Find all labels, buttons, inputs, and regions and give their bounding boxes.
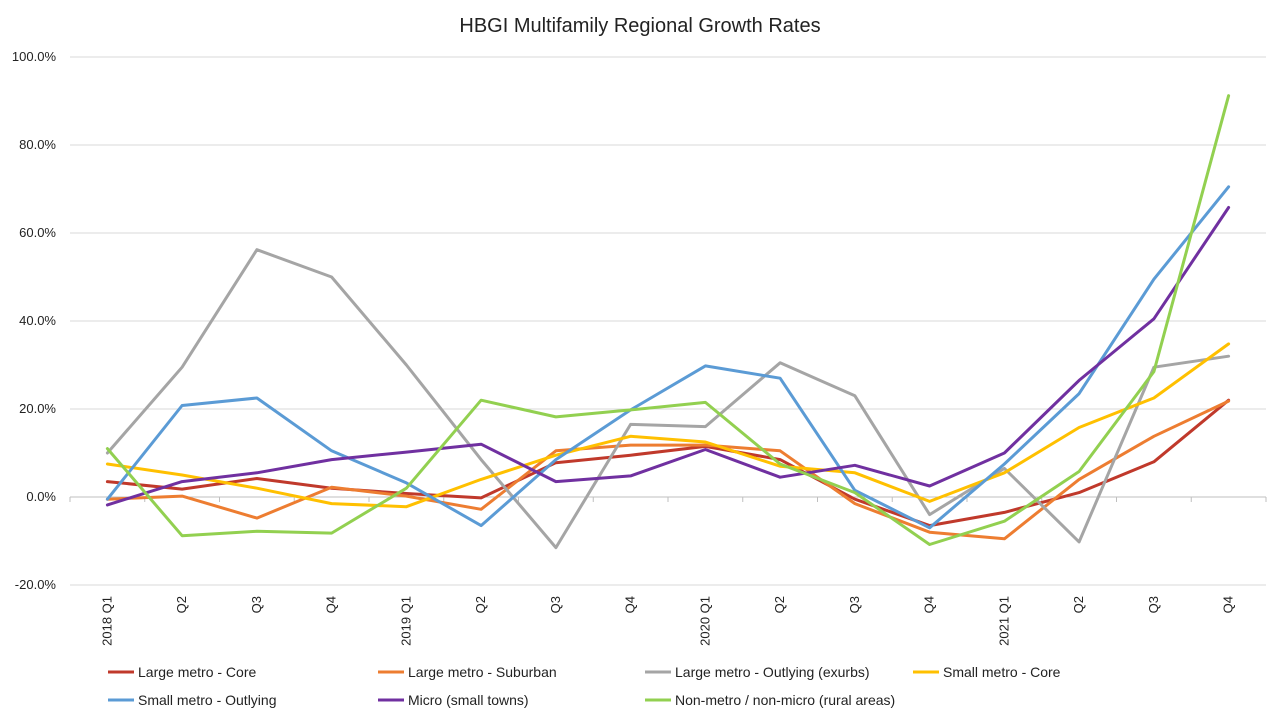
series-line-5 (105, 185, 1231, 530)
x-tick-label: 2021 Q1 (996, 596, 1011, 646)
x-tick-label: Q4 (1221, 596, 1236, 613)
y-axis-ticks: -20.0% 0.0% 20.0% 40.0% 60.0% 80.0% 100.0% (12, 49, 57, 592)
x-tick-label: Q4 (324, 596, 339, 613)
x-tick-label: 2020 Q1 (697, 596, 712, 646)
x-tick-label: Q2 (772, 596, 787, 613)
chart-title: HBGI Multifamily Regional Growth Rates (459, 15, 820, 37)
y-tick-label: -20.0% (15, 577, 57, 592)
y-tick-label: 40.0% (19, 313, 56, 328)
series-line-4 (105, 342, 1231, 509)
y-tick-label: 80.0% (19, 137, 56, 152)
legend-label: Large metro - Core (138, 664, 256, 680)
x-tick-label: Q3 (249, 596, 264, 613)
x-tick-label: Q3 (847, 596, 862, 613)
legend-label: Small metro - Outlying (138, 692, 276, 708)
series-line-3 (105, 248, 1231, 550)
y-tick-label: 100.0% (12, 49, 57, 64)
x-tick-label: Q3 (1146, 596, 1161, 613)
series-line-1 (105, 398, 1231, 528)
legend-label: Small metro - Core (943, 664, 1061, 680)
legend-label: Large metro - Outlying (exurbs) (675, 664, 870, 680)
x-tick-label: Q4 (922, 596, 937, 613)
x-axis-ticks: 2018 Q1 Q2 Q3 Q4 2019 Q1 Q2 Q3 Q4 2020 Q1 Q2 Q3 Q4 2… (69, 497, 1267, 646)
legend-label: Non-metro / non-micro (rural areas) (675, 692, 895, 708)
x-tick-label: Q3 (548, 596, 563, 613)
series-lines (105, 94, 1231, 550)
legend: Large metro - Core Large metro - Suburban… (108, 664, 1061, 708)
y-tick-label: 20.0% (19, 401, 56, 416)
x-tick-label: Q2 (1071, 596, 1086, 613)
series-line-6 (105, 206, 1231, 507)
x-tick-label: Q2 (174, 596, 189, 613)
series-line-2 (105, 399, 1231, 541)
legend-label: Large metro - Suburban (408, 664, 557, 680)
y-tick-label: 0.0% (26, 489, 56, 504)
x-tick-label: Q2 (473, 596, 488, 613)
legend-label: Micro (small towns) (408, 692, 529, 708)
series-line-7 (105, 94, 1231, 546)
x-tick-label: 2019 Q1 (398, 596, 413, 646)
x-tick-label: Q4 (623, 596, 638, 613)
y-tick-label: 60.0% (19, 225, 56, 240)
x-tick-label: 2018 Q1 (99, 596, 114, 646)
gridlines (70, 56, 1266, 586)
